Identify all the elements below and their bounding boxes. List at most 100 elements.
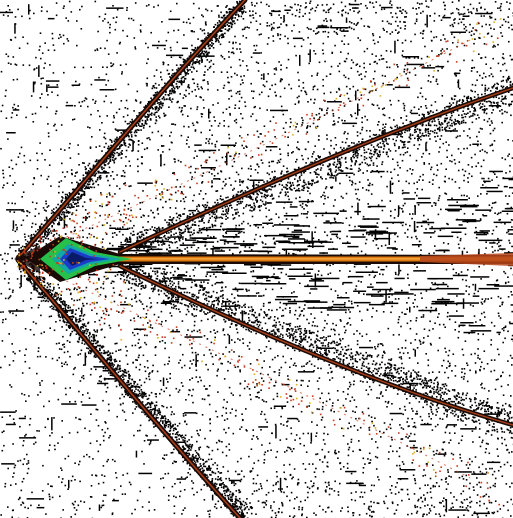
noise-speck bbox=[202, 198, 205, 200]
noise-speck bbox=[485, 112, 488, 115]
noise-speck bbox=[200, 190, 202, 192]
noise-speck bbox=[473, 416, 475, 419]
noise-speck bbox=[438, 513, 441, 515]
noise-speck bbox=[368, 505, 370, 508]
noise-speck bbox=[406, 421, 408, 423]
noise-speck bbox=[14, 108, 17, 110]
noise-speck bbox=[0, 311, 2, 313]
noise-speck bbox=[308, 463, 311, 465]
noise-speck bbox=[61, 436, 63, 438]
noise-speck bbox=[304, 468, 307, 470]
noise-speck bbox=[498, 412, 501, 414]
noise-speck bbox=[416, 347, 419, 349]
noise-speck bbox=[342, 466, 345, 468]
noise-speck bbox=[218, 440, 221, 443]
noise-speck bbox=[327, 9, 330, 11]
noise-speck bbox=[423, 214, 425, 217]
noise-speck bbox=[478, 428, 481, 430]
noise-speck bbox=[131, 234, 134, 236]
noise-speck bbox=[148, 394, 151, 397]
noise-speck bbox=[360, 73, 362, 75]
noise-speck bbox=[105, 278, 108, 280]
noise-speck bbox=[191, 363, 193, 365]
noise-speck bbox=[450, 452, 453, 455]
noise-speck bbox=[94, 321, 96, 323]
noise-speck bbox=[49, 149, 51, 151]
noise-speck bbox=[476, 477, 478, 479]
noise-speck bbox=[71, 298, 73, 300]
noise-speck bbox=[442, 1, 445, 4]
noise-speck bbox=[47, 205, 50, 207]
noise-speck bbox=[272, 35, 274, 37]
noise-speck bbox=[51, 37, 54, 40]
noise-speck bbox=[281, 315, 283, 317]
noise-speck bbox=[468, 458, 471, 460]
noise-speck bbox=[369, 1, 371, 4]
noise-speck bbox=[157, 213, 160, 215]
noise-speck bbox=[458, 330, 460, 333]
noise-speck bbox=[77, 205, 80, 207]
noise-speck bbox=[287, 152, 289, 155]
noise-speck bbox=[261, 377, 263, 380]
noise-speck bbox=[508, 26, 510, 29]
noise-speck bbox=[494, 212, 496, 214]
noise-speck bbox=[40, 82, 43, 85]
noise-speck bbox=[327, 392, 330, 395]
noise-speck bbox=[321, 461, 324, 463]
noise-speck bbox=[124, 120, 127, 123]
noise-speck bbox=[126, 350, 128, 352]
noise-speck bbox=[406, 236, 409, 238]
noise-speck bbox=[428, 252, 430, 255]
noise-speck bbox=[408, 284, 410, 286]
noise-speck bbox=[416, 13, 418, 15]
noise-speck bbox=[274, 423, 277, 426]
noise-speck bbox=[217, 102, 219, 104]
noise-speck bbox=[324, 345, 327, 347]
noise-speck bbox=[380, 8, 383, 11]
noise-speck bbox=[218, 14, 220, 17]
noise-speck bbox=[357, 170, 360, 172]
noise-speck bbox=[343, 105, 346, 107]
noise-speck bbox=[371, 103, 374, 106]
noise-speck bbox=[291, 477, 293, 480]
noise-speck bbox=[446, 425, 448, 428]
noise-speck bbox=[431, 50, 433, 52]
noise-speck bbox=[108, 266, 111, 269]
noise-speck bbox=[38, 212, 40, 215]
noise-speck bbox=[80, 401, 83, 403]
noise-speck bbox=[355, 64, 358, 66]
noise-speck bbox=[207, 394, 209, 397]
noise-speck bbox=[260, 52, 262, 54]
noise-speck bbox=[454, 432, 456, 434]
noise-speck bbox=[322, 42, 325, 45]
noise-speck bbox=[196, 515, 198, 517]
noise-speck bbox=[417, 57, 419, 59]
noise-speck bbox=[310, 278, 313, 280]
noise-speck bbox=[347, 12, 349, 15]
noise-speck bbox=[108, 192, 111, 194]
noise-speck bbox=[335, 91, 338, 93]
noise-speck bbox=[327, 451, 330, 453]
noise-speck bbox=[39, 142, 41, 144]
noise-speck bbox=[328, 8, 331, 11]
noise-speck bbox=[477, 348, 479, 350]
noise-speck bbox=[413, 106, 416, 109]
noise-speck bbox=[458, 442, 460, 445]
noise-speck bbox=[349, 88, 351, 90]
noise-speck bbox=[276, 162, 279, 164]
noise-speck bbox=[162, 405, 165, 408]
noise-speck bbox=[303, 208, 305, 210]
noise-speck bbox=[420, 87, 423, 89]
noise-speck bbox=[213, 329, 215, 331]
noise-speck bbox=[180, 134, 183, 137]
noise-speck bbox=[85, 286, 88, 289]
noise-speck bbox=[241, 8, 244, 11]
noise-speck bbox=[266, 172, 269, 174]
noise-speck bbox=[331, 52, 333, 54]
noise-speck bbox=[275, 514, 278, 517]
noise-speck bbox=[396, 450, 398, 453]
noise-speck bbox=[369, 462, 371, 464]
noise-speck bbox=[211, 316, 213, 319]
noise-speck bbox=[440, 502, 442, 504]
noise-speck bbox=[238, 355, 240, 358]
